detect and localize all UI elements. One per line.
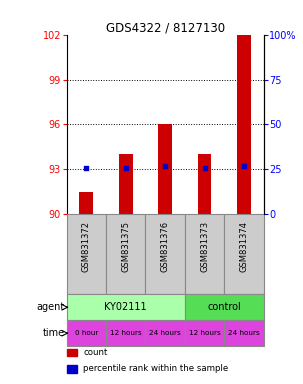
Text: 24 hours: 24 hours	[228, 330, 260, 336]
Text: 0 hour: 0 hour	[75, 330, 98, 336]
Bar	[185, 320, 224, 346]
Bar	[224, 214, 264, 294]
Text: GSM831375: GSM831375	[121, 221, 130, 272]
Bar	[67, 320, 106, 346]
Bar	[145, 320, 185, 346]
Title: GDS4322 / 8127130: GDS4322 / 8127130	[105, 22, 225, 35]
Point	[241, 163, 246, 169]
Text: 12 hours: 12 hours	[110, 330, 142, 336]
Bar	[145, 214, 185, 294]
Bar	[67, 214, 106, 294]
Text: GSM831373: GSM831373	[200, 221, 209, 272]
Bar	[119, 154, 133, 214]
Point	[163, 163, 168, 169]
Text: 12 hours: 12 hours	[189, 330, 220, 336]
Bar	[67, 349, 78, 356]
Bar	[106, 214, 145, 294]
Text: time: time	[42, 328, 65, 338]
Text: count: count	[83, 348, 108, 357]
Bar	[185, 214, 224, 294]
Point	[202, 164, 207, 170]
Text: GSM831376: GSM831376	[161, 221, 170, 272]
Bar	[79, 192, 93, 214]
Bar	[185, 294, 264, 320]
Bar	[106, 320, 145, 346]
Text: 24 hours: 24 hours	[149, 330, 181, 336]
Bar	[67, 365, 78, 373]
Text: percentile rank within the sample: percentile rank within the sample	[83, 364, 229, 374]
Bar	[198, 154, 211, 214]
Text: GSM831372: GSM831372	[82, 221, 91, 272]
Bar	[224, 320, 264, 346]
Bar	[237, 35, 251, 214]
Point	[84, 164, 89, 170]
Bar	[67, 294, 185, 320]
Text: control: control	[207, 302, 241, 312]
Text: KY02111: KY02111	[105, 302, 147, 312]
Text: agent: agent	[36, 302, 65, 312]
Point	[123, 164, 128, 170]
Text: GSM831374: GSM831374	[239, 221, 248, 272]
Bar	[158, 124, 172, 214]
